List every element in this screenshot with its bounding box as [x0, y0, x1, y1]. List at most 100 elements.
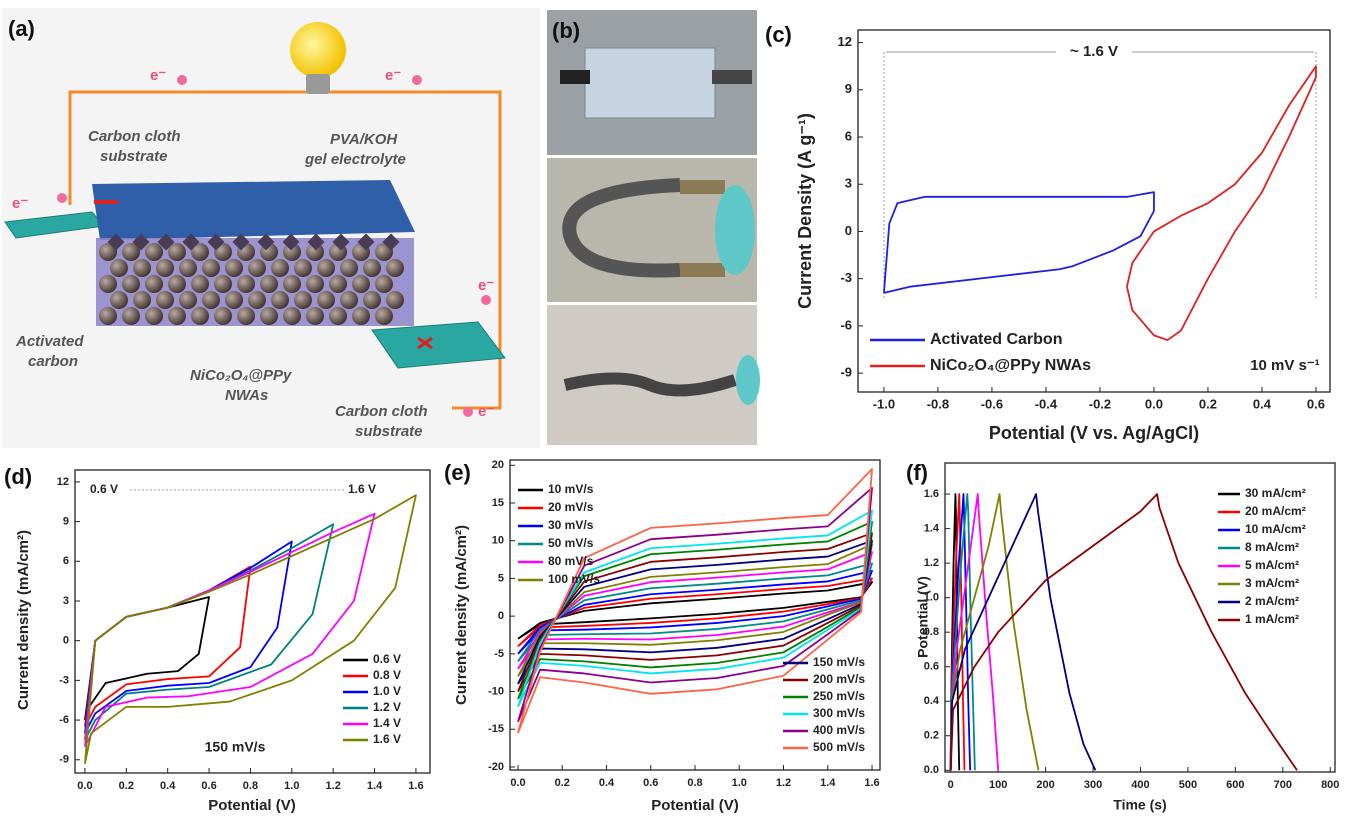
- legend-label: 10 mV/s: [548, 482, 594, 496]
- diagram-label: gel electrolyte: [304, 151, 406, 168]
- sphere: [145, 243, 163, 261]
- x-tick-label: 0.0: [510, 777, 525, 789]
- y-tick-label: 6: [63, 555, 69, 567]
- clip: [680, 263, 725, 277]
- diagram-label: NWAs: [225, 387, 268, 404]
- sphere: [340, 259, 358, 277]
- y-tick-label: -15: [488, 723, 504, 735]
- sphere: [225, 259, 243, 277]
- legend-label: NiCo₂O₄@PPy NWAs: [930, 357, 1091, 374]
- sphere: [375, 275, 393, 293]
- sphere: [386, 259, 404, 277]
- x-tick-label: 600: [1226, 779, 1244, 791]
- sphere: [386, 291, 404, 309]
- sphere: [375, 307, 393, 325]
- x-tick-label: -0.6: [981, 396, 1003, 411]
- annotation: 0.6 V: [90, 482, 118, 496]
- sphere: [329, 275, 347, 293]
- sphere: [306, 275, 324, 293]
- y-tick-label: 0.8: [924, 626, 939, 638]
- legend-label: 30 mA/cm²: [1245, 486, 1306, 500]
- x-tick-label: 0.0: [77, 780, 92, 792]
- sphere: [329, 307, 347, 325]
- sphere: [294, 291, 312, 309]
- x-tick-label: 400: [1131, 779, 1149, 791]
- electron-dot: [412, 75, 422, 85]
- y-tick-label: 0.6: [924, 661, 939, 673]
- x-tick-label: 1.6: [408, 780, 423, 792]
- sphere: [145, 275, 163, 293]
- sphere: [260, 275, 278, 293]
- y-tick-label: -3: [59, 674, 69, 686]
- legend-label: 2 mA/cm²: [1245, 594, 1299, 608]
- legend-label: 1.0 V: [373, 684, 401, 698]
- sphere: [145, 307, 163, 325]
- y-tick-label: 6: [845, 128, 852, 143]
- sphere: [122, 275, 140, 293]
- y-axis-label: Potential (V): [915, 576, 931, 658]
- sphere: [340, 291, 358, 309]
- y-tick-label: -5: [494, 648, 504, 660]
- x-tick-label: 0.8: [687, 777, 702, 789]
- sphere: [237, 307, 255, 325]
- sphere: [110, 291, 128, 309]
- y-tick-label: 3: [845, 176, 852, 191]
- y-axis-label: Current density (mA/cm²): [453, 525, 470, 705]
- sphere: [214, 307, 232, 325]
- x-tick-label: -0.8: [927, 396, 949, 411]
- sphere: [352, 307, 370, 325]
- diagram-label: Carbon cloth: [88, 128, 181, 145]
- y-tick-label: -9: [840, 365, 852, 380]
- x-tick-label: 1.2: [326, 780, 341, 792]
- bulb-base: [306, 74, 330, 94]
- legend-label: 1.4 V: [373, 716, 401, 730]
- clip: [712, 70, 752, 84]
- legend-label: 400 mV/s: [813, 723, 865, 737]
- legend-label: 250 mV/s: [813, 689, 865, 703]
- legend-label: 150 mV/s: [813, 655, 865, 669]
- x-tick-label: 0.4: [1253, 396, 1272, 411]
- y-tick-label: -6: [840, 317, 852, 332]
- x-tick-label: 700: [1274, 779, 1292, 791]
- x-tick-label: 0.6: [1307, 396, 1325, 411]
- sphere: [306, 307, 324, 325]
- x-tick-label: 0.4: [160, 780, 176, 792]
- electron-dot: [463, 407, 473, 417]
- y-tick-label: 3: [63, 595, 69, 607]
- panel-label: (d): [4, 464, 32, 489]
- y-tick-label: 20: [492, 459, 504, 471]
- clip: [560, 70, 590, 84]
- legend-label: 100 mV/s: [548, 572, 600, 586]
- legend-label: 80 mV/s: [548, 554, 594, 568]
- sphere: [191, 275, 209, 293]
- y-tick-label: 0: [63, 635, 69, 647]
- x-axis-label: Potential (V): [651, 797, 739, 814]
- x-tick-label: 300: [1084, 779, 1102, 791]
- panel-label: (b): [552, 18, 580, 43]
- sphere: [168, 307, 186, 325]
- panel-label: (e): [444, 460, 471, 485]
- y-tick-label: -6: [59, 714, 69, 726]
- x-tick-label: 0.2: [555, 777, 570, 789]
- top-face: [92, 180, 415, 240]
- sphere: [271, 291, 289, 309]
- legend-label: 500 mV/s: [813, 740, 865, 754]
- x-tick-label: 0.8: [243, 780, 258, 792]
- y-tick-label: 5: [498, 572, 504, 584]
- sphere: [156, 259, 174, 277]
- sphere: [225, 291, 243, 309]
- diagram-label: NiCo₂O₄@PPy: [190, 367, 292, 384]
- panel-a: (a) Carbon cloth substrate PVA/KOH gel e…: [2, 8, 540, 448]
- x-tick-label: 0: [948, 779, 954, 791]
- x-axis-label: Time (s): [1113, 797, 1166, 813]
- x-tick-label: 0.0: [1145, 396, 1163, 411]
- legend-label: 0.6 V: [373, 652, 401, 666]
- panel-label: (c): [765, 22, 792, 47]
- sphere: [156, 291, 174, 309]
- annotation: 1.6 V: [348, 482, 376, 496]
- electron: e⁻: [478, 277, 494, 294]
- x-tick-label: 0.6: [201, 780, 216, 792]
- x-tick-label: 200: [1036, 779, 1054, 791]
- electron-dot: [481, 295, 491, 305]
- x-tick-label: 1.4: [367, 780, 383, 792]
